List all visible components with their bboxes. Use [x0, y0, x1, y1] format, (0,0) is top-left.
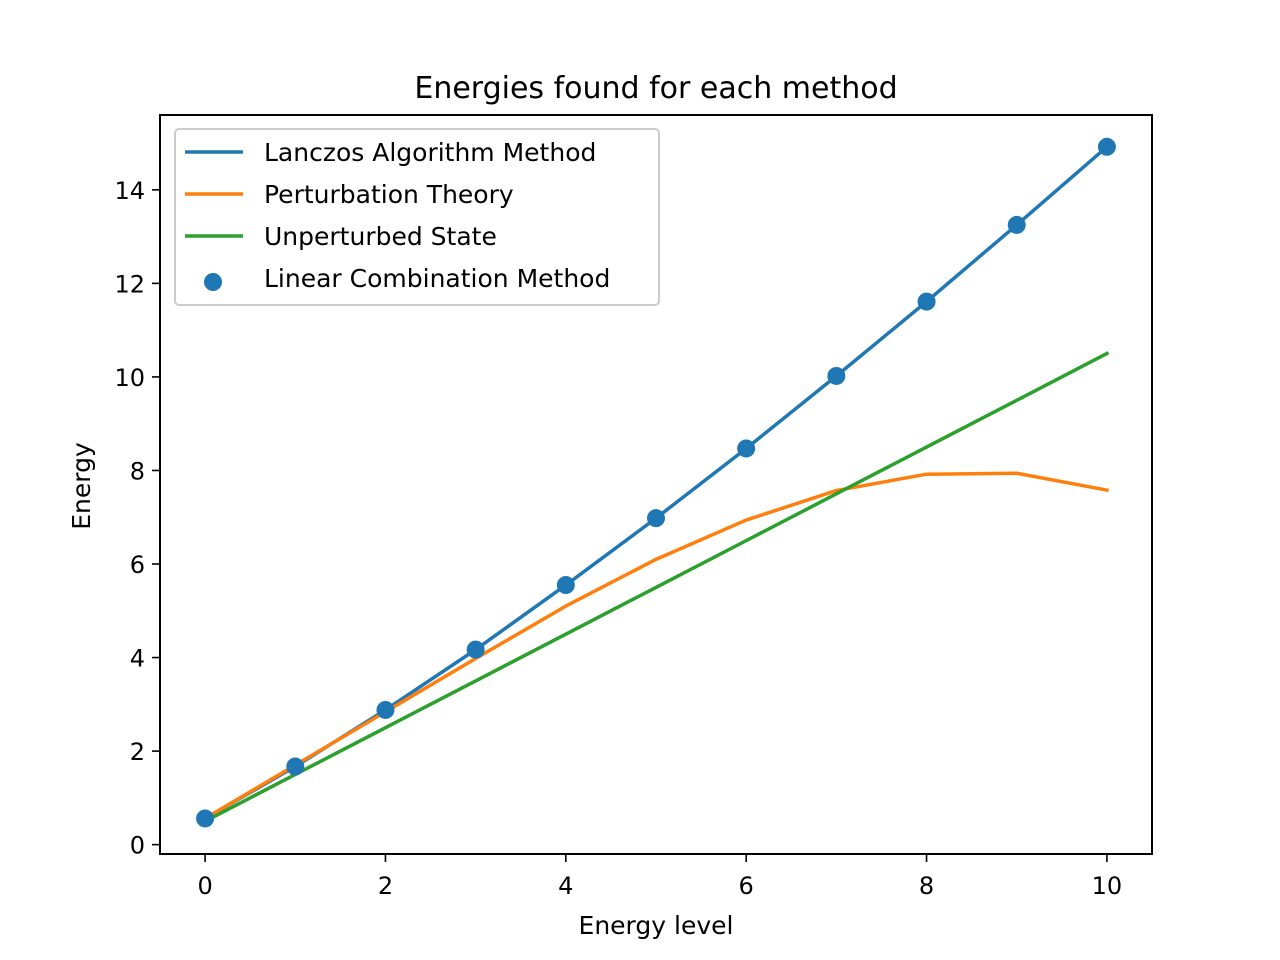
scatter-point	[1097, 137, 1116, 156]
y-tick-label: 12	[114, 270, 145, 298]
y-tick-label: 4	[130, 645, 145, 673]
x-tick-label: 0	[197, 872, 212, 900]
chart-title: Energies found for each method	[414, 71, 897, 106]
legend: Lanczos Algorithm Method Perturbation The…	[174, 128, 660, 306]
x-tick-label: 4	[558, 872, 573, 900]
x-tick-label: 6	[739, 872, 754, 900]
legend-label: Lanczos Algorithm Method	[264, 138, 596, 167]
scatter-point	[376, 700, 395, 719]
legend-label: Unperturbed State	[264, 222, 497, 251]
y-axis-label: Energy	[67, 442, 96, 530]
x-tick-label: 2	[378, 872, 393, 900]
series-line-1	[202, 471, 1109, 821]
legend-label: Perturbation Theory	[264, 180, 514, 209]
y-tick-label: 6	[130, 551, 145, 579]
scatter-point	[196, 809, 215, 828]
x-axis-label: Energy level	[579, 911, 734, 940]
y-tick-label: 8	[130, 457, 145, 485]
scatter-point	[286, 757, 305, 776]
y-tick-label: 14	[114, 177, 145, 205]
x-tick-label: 10	[1092, 872, 1123, 900]
legend-box	[174, 128, 660, 306]
legend-swatch-marker	[204, 273, 222, 291]
scatter-point	[917, 292, 936, 311]
y-tick-label: 2	[130, 738, 145, 766]
scatter-point	[1007, 215, 1026, 234]
y-tick-label: 10	[114, 364, 145, 392]
y-tick-label: 0	[130, 832, 145, 860]
scatter-point	[737, 439, 756, 458]
axes-frame	[159, 114, 1153, 855]
x-tick-label: 8	[919, 872, 934, 900]
axes-ticks: 0 2 4 6 8 10 0 2 4 6 8 10 12 14	[114, 114, 1153, 900]
scatter-point	[466, 640, 485, 659]
scatter-point	[647, 509, 665, 528]
scatter-point	[827, 366, 846, 385]
plot-area	[196, 137, 1116, 828]
scatter-point	[556, 576, 575, 595]
legend-label: Linear Combination Method	[264, 264, 610, 293]
series-line-2	[202, 351, 1110, 824]
